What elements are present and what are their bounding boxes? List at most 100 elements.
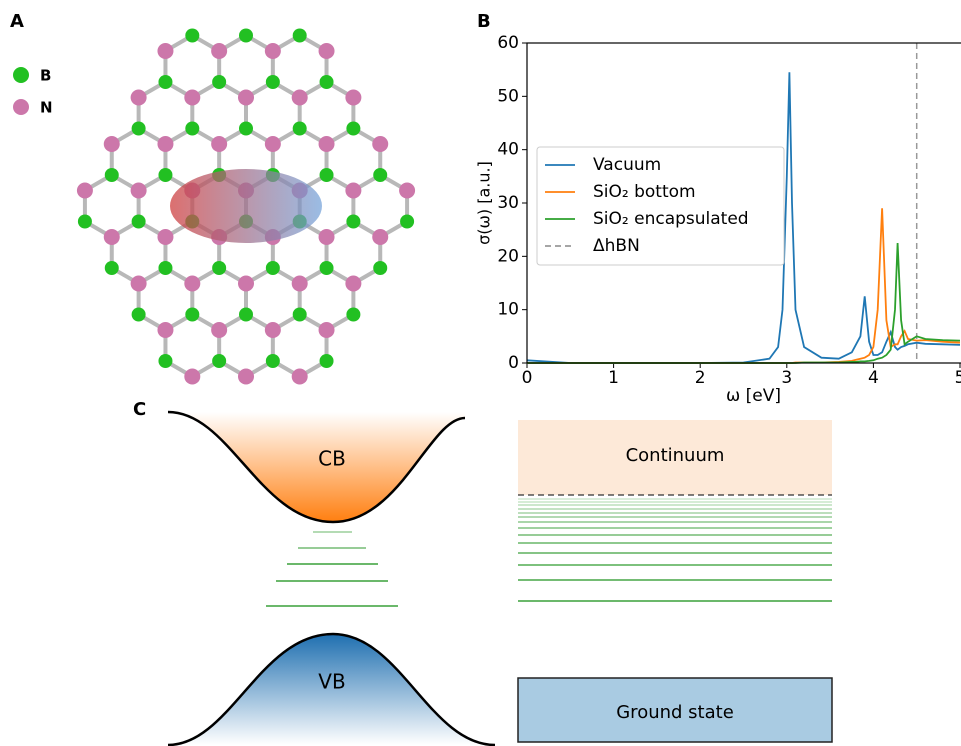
chart: 0 10 20 30 40 50 60 0 1 2 3 4 5 ω [eV] σ(ω) [a.u.] Vacu… [475,33,961,406]
atom [319,136,335,152]
atom [158,354,172,368]
atom [319,322,335,338]
atom [293,308,307,322]
atom [157,136,173,152]
y-tick-label: 0 [508,353,519,373]
atom [184,369,200,385]
atom [400,215,414,229]
atom [212,75,226,89]
x-tick-label: 2 [695,368,706,388]
atom [158,75,172,89]
ground-label: Ground state [616,702,734,723]
atom [104,229,120,245]
panel-label: A [10,11,24,32]
atom [373,168,387,182]
atom [399,183,415,199]
y-tick-label: 60 [497,33,519,53]
y-tick-label: 30 [497,193,519,213]
legend-dot [13,67,29,83]
atom [266,354,280,368]
cb-label: CB [318,447,346,471]
atom [157,322,173,338]
atom [293,122,307,136]
legend-label: B [40,67,51,85]
legend-label: Vacuum [593,155,661,175]
cb-band [168,412,465,522]
panel-label: B [477,11,491,32]
exciton-levels [518,499,832,601]
legend-label: SiO₂ bottom [593,182,696,202]
atom [373,261,387,275]
atom [158,168,172,182]
y-tick-label: 50 [497,86,519,106]
atom [319,43,335,59]
x-axis-label: ω [eV] [726,386,781,406]
atom [346,308,360,322]
atom [185,29,199,43]
atom [320,75,334,89]
y-tick-label: 20 [497,246,519,266]
atom [131,183,147,199]
bound-states [266,532,398,606]
atom [345,183,361,199]
atom [265,322,281,338]
atom [265,43,281,59]
atom [132,122,146,136]
atom [212,261,226,275]
x-tick-label: 3 [781,368,792,388]
atom [239,122,253,136]
atom [266,261,280,275]
atom [265,136,281,152]
atom [132,215,146,229]
panel-label: C [133,399,146,420]
atom [292,369,308,385]
atom [372,136,388,152]
atom [320,261,334,275]
atom [211,136,227,152]
atom [157,43,173,59]
atom [292,90,308,106]
y-tick-label: 40 [497,140,519,160]
atom [157,229,173,245]
atom [346,215,360,229]
atom [320,168,334,182]
atom [293,29,307,43]
atom [346,122,360,136]
atom [319,229,335,245]
atom [77,183,93,199]
atom [345,276,361,292]
atom [105,168,119,182]
x-tick-label: 5 [955,368,961,388]
atom [345,90,361,106]
atom [372,229,388,245]
atom [211,322,227,338]
atom [212,354,226,368]
vb-label: VB [318,670,345,694]
atom [320,354,334,368]
atom [131,90,147,106]
atom [184,276,200,292]
y-axis-label: σ(ω) [a.u.] [475,161,494,245]
x-tick-label: 1 [608,368,619,388]
atom [185,122,199,136]
continuum-label: Continuum [626,445,725,466]
atom [105,261,119,275]
legend-dot [13,99,29,115]
figure: A B C B N 0102030405060012345ω [eV]σ(ω) … [0,0,961,746]
atom [158,261,172,275]
legend-label: SiO₂ encapsulated [593,209,749,229]
atom [132,308,146,322]
x-tick-label: 0 [522,368,533,388]
atom [185,308,199,322]
atom [292,276,308,292]
y-tick-label: 10 [497,300,519,320]
x-tick-label: 4 [868,368,879,388]
atom [239,308,253,322]
atom [238,90,254,106]
atom [238,369,254,385]
atom [266,75,280,89]
atom [211,43,227,59]
atom [131,276,147,292]
atom [238,276,254,292]
legend-label: ΔhBN [593,236,640,256]
